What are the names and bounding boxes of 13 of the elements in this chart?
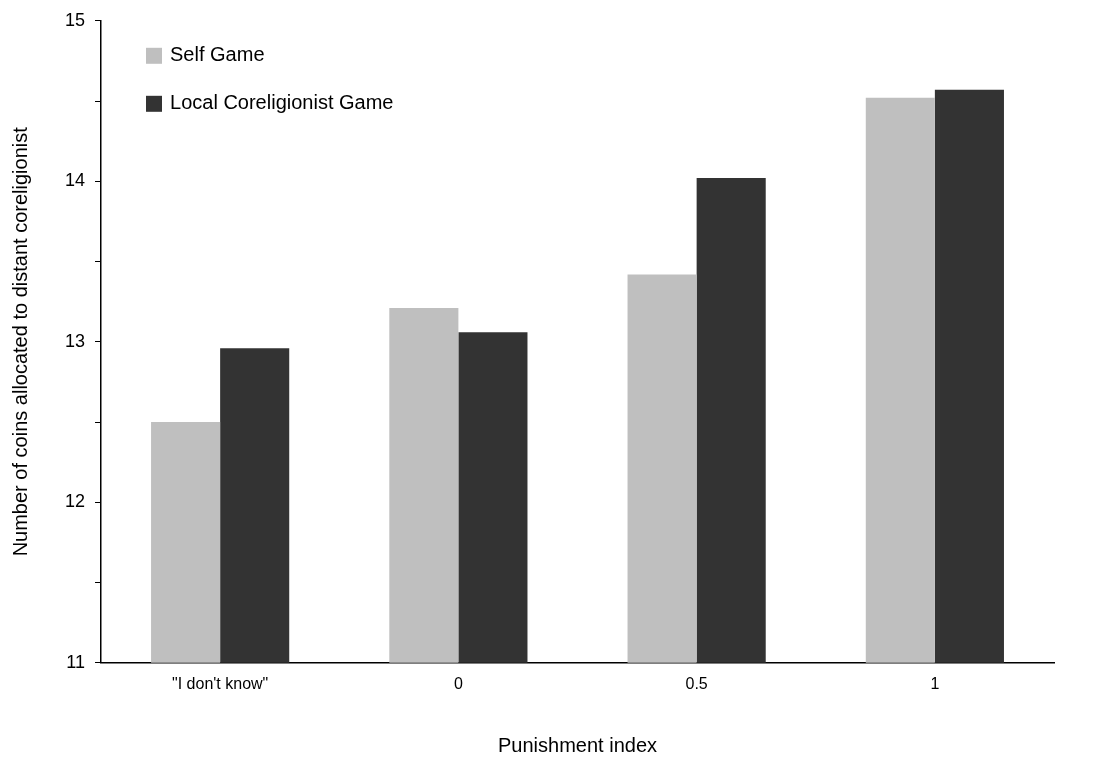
- x-tick-label: 0.5: [685, 674, 708, 692]
- x-tick-label: 0: [453, 674, 463, 692]
- y-tick-label: 15: [64, 9, 86, 30]
- y-tick-label: 12: [64, 491, 86, 512]
- x-tick-label: "I don't know": [172, 674, 269, 692]
- legend-label: Self Game: [170, 43, 265, 66]
- y-tick-label: 11: [66, 651, 86, 672]
- y-axis-title: Number of coins allocated to distant coreligionist: [8, 126, 31, 557]
- legend-label: Local Coreligionist Game: [170, 91, 394, 114]
- y-tick-label: 13: [64, 330, 86, 351]
- x-tick-label: 1: [930, 674, 940, 692]
- y-tick-label: 14: [64, 170, 86, 191]
- x-axis-title: Punishment index: [498, 733, 657, 756]
